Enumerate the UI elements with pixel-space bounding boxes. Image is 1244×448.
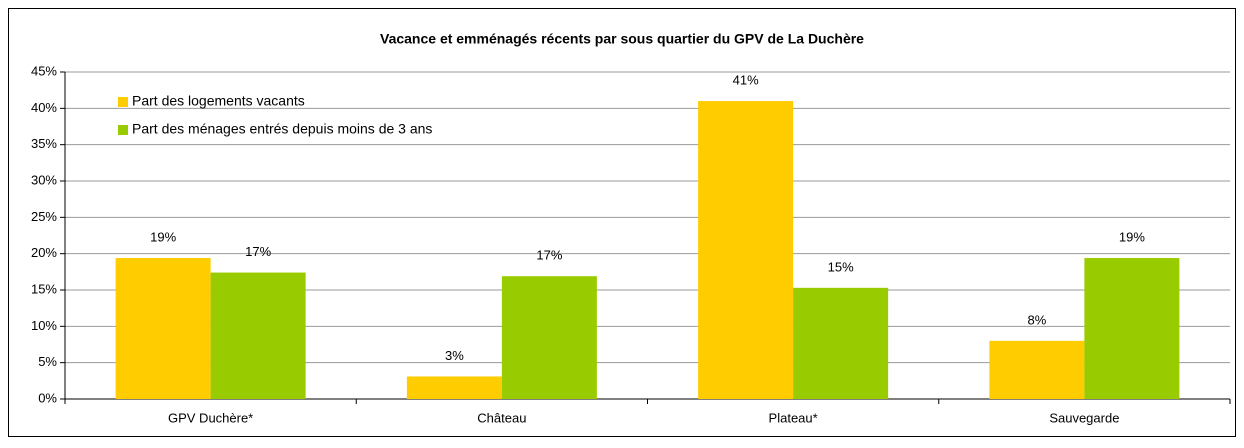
chart-frame	[8, 8, 1236, 437]
bar	[698, 101, 794, 400]
data-label: 17%	[245, 244, 271, 259]
y-tick-label: 35%	[31, 136, 57, 151]
data-label: 3%	[445, 348, 464, 363]
data-label: 8%	[1027, 312, 1046, 327]
data-label: 17%	[536, 248, 562, 263]
y-tick-label: 15%	[31, 281, 57, 296]
legend-swatch	[118, 97, 128, 107]
bar	[210, 272, 306, 399]
y-tick-label: 5%	[38, 354, 57, 369]
y-tick-label: 25%	[31, 209, 57, 224]
y-tick-label: 10%	[31, 318, 57, 333]
data-label: 19%	[1119, 229, 1145, 244]
legend-swatch	[118, 125, 128, 135]
y-tick-label: 45%	[31, 63, 57, 78]
x-tick-label: GPV Duchère*	[168, 410, 253, 425]
y-tick-label: 30%	[31, 172, 57, 187]
bar	[501, 276, 597, 399]
bar	[793, 287, 889, 399]
x-tick-label: Château	[477, 410, 526, 425]
x-tick-label: Sauvegarde	[1049, 410, 1119, 425]
bar	[989, 340, 1085, 399]
data-label: 41%	[733, 73, 759, 88]
legend-label: Part des ménages entrés depuis moins de …	[132, 121, 432, 137]
y-tick-label: 40%	[31, 100, 57, 115]
x-tick-label: Plateau*	[769, 410, 818, 425]
y-tick-label: 0%	[38, 390, 57, 405]
legend-label: Part des logements vacants	[132, 93, 305, 109]
chart-title: Vacance et emménagés récents par sous qu…	[380, 31, 864, 47]
y-tick-label: 20%	[31, 245, 57, 260]
bar	[406, 376, 502, 399]
data-label: 15%	[828, 259, 854, 274]
bar	[1084, 258, 1180, 399]
bar	[115, 258, 211, 399]
data-label: 19%	[150, 229, 176, 244]
